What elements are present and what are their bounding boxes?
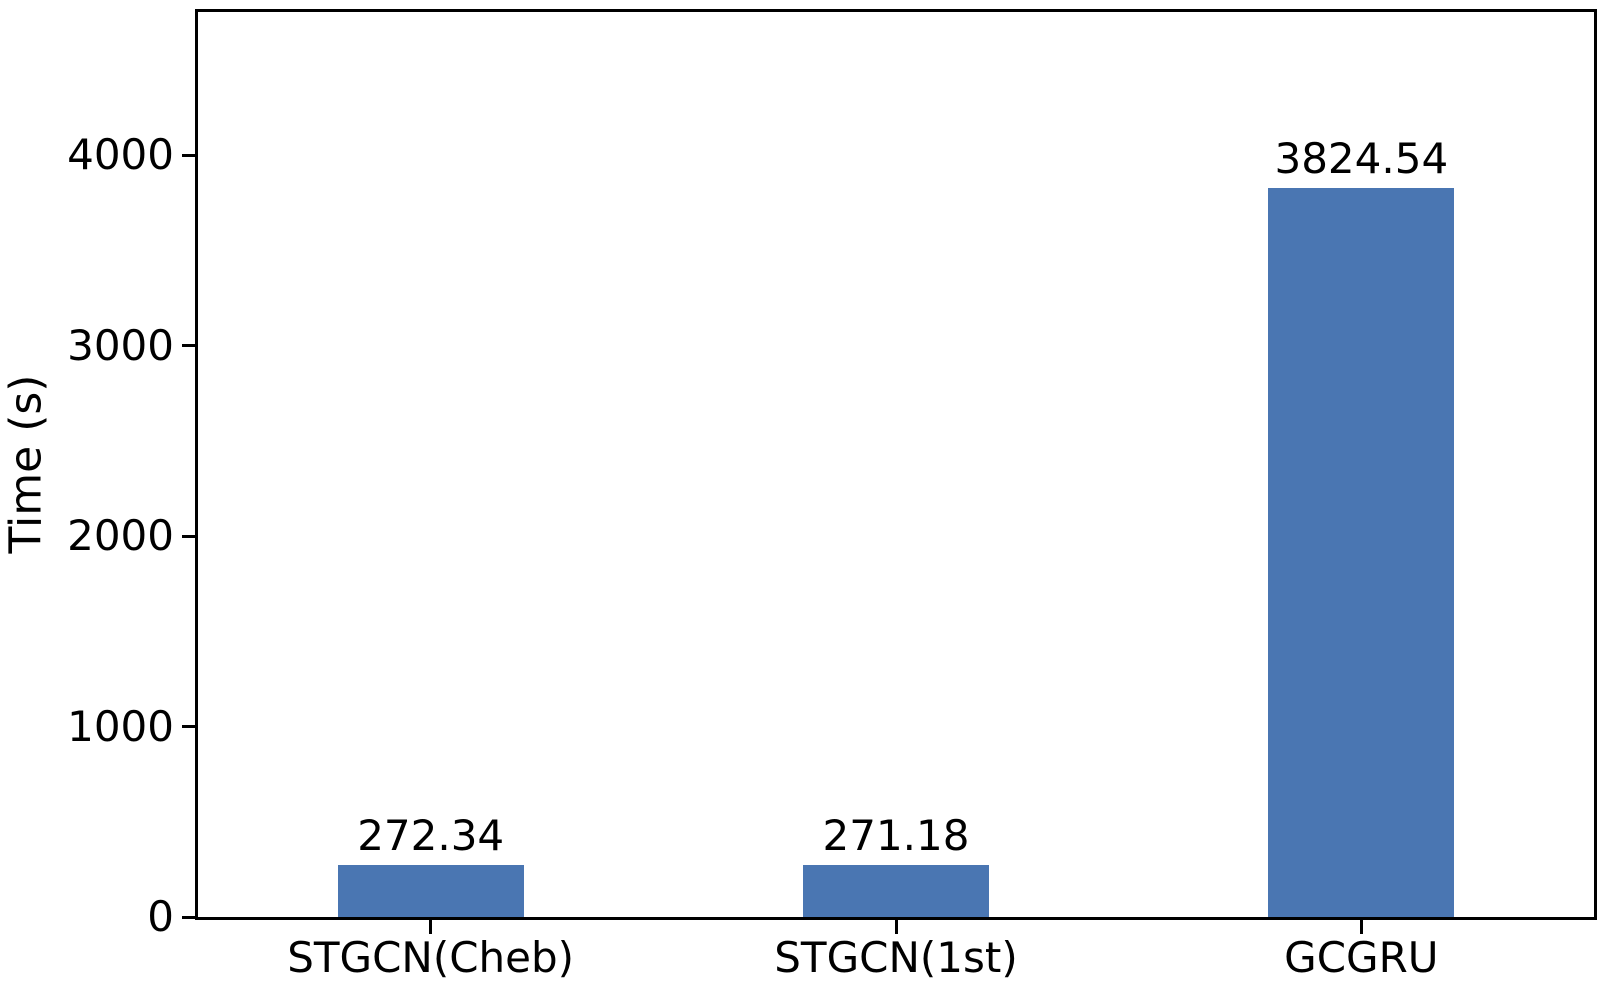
x-tick-mark [894,920,898,934]
y-tick-label: 1000 [67,701,174,751]
bar-1 [337,865,524,917]
y-tick-label: 0 [147,892,174,941]
plot-area: 272.34 271.18 3824.54 [195,9,1597,920]
bar-3 [1268,188,1455,917]
bar-value-label: 3824.54 [1274,134,1449,184]
y-tick-label: 3000 [67,320,174,370]
y-tick-mark [182,534,195,538]
x-tick-label: GCGRU [1284,933,1439,982]
bar-value-label: 271.18 [822,811,970,861]
x-tick-label: STGCN(1st) [774,933,1018,982]
y-tick-label: 2000 [67,511,174,561]
bar-value-label: 272.34 [357,810,505,860]
y-tick-label: 4000 [67,130,174,180]
x-tick-label: STGCN(Cheb) [287,933,575,982]
x-tick-mark [1359,920,1363,934]
y-tick-mark [182,915,195,919]
y-tick-mark [182,344,195,348]
x-tick-mark [429,920,433,934]
y-tick-mark [182,153,195,157]
bar-2 [802,865,990,917]
y-tick-mark [182,725,195,728]
